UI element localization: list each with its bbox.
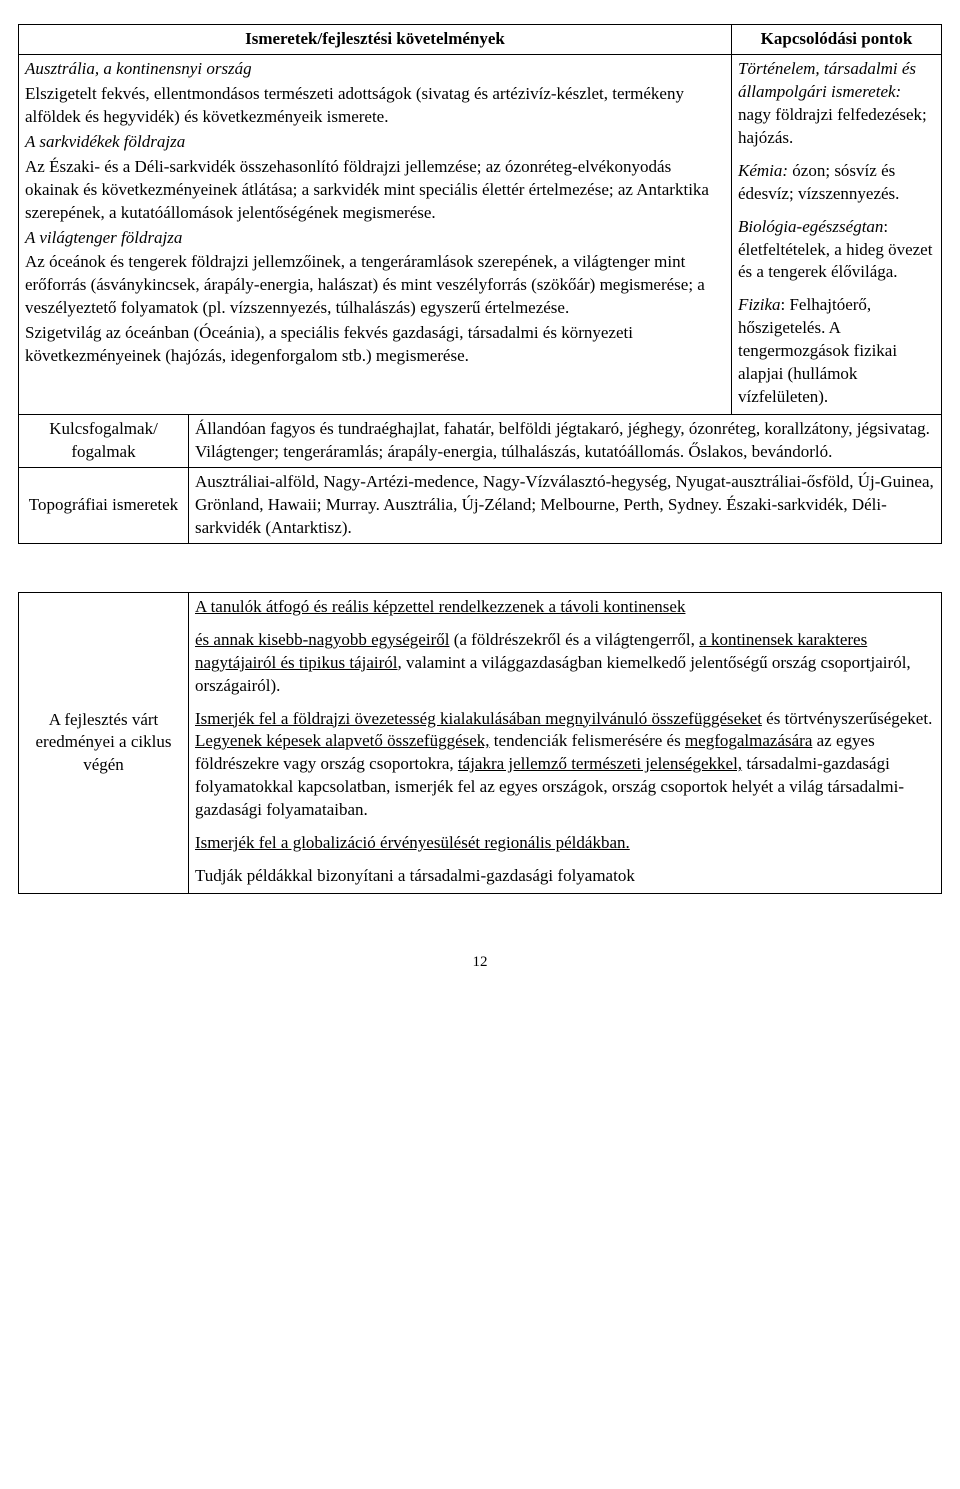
section-title: A világtenger földrajza	[25, 228, 182, 247]
section-text: Az Északi- és a Déli-sarkvidék összehaso…	[25, 156, 725, 225]
related-text: nagy földrajzi felfedezések; hajózás.	[738, 105, 927, 147]
section-text: Az óceánok és tengerek földrajzi jellemz…	[25, 251, 725, 320]
related-title: Történelem, társadalmi és állampolgári i…	[738, 59, 916, 101]
outcomes-label: A fejlesztés várt eredményei a ciklus vé…	[19, 592, 189, 893]
page-number: 12	[18, 954, 942, 971]
plain-text: tendenciák felismerésére és	[490, 731, 685, 750]
section-title: A sarkvidékek földrajza	[25, 132, 185, 151]
plain-text: (a földrészekről és a világtengerről,	[449, 630, 699, 649]
main-content-cell: Ausztrália, a kontinensnyi ország Elszig…	[19, 54, 732, 414]
underlined-text: megfogalmazására	[685, 731, 812, 750]
outcomes-table: A fejlesztés várt eredményei a ciklus vé…	[18, 592, 942, 894]
outcome-paragraph: A tanulók átfogó és reális képzettel ren…	[195, 596, 935, 619]
outcomes-content-cell: A tanulók átfogó és reális képzettel ren…	[189, 592, 942, 893]
related-title: Fizika	[738, 295, 781, 314]
table-row: Topográfiai ismeretek Ausztráliai-alföld…	[19, 467, 942, 543]
section-title: Ausztrália, a kontinensnyi ország	[25, 59, 252, 78]
outcome-paragraph: Ismerjék fel a globalizáció érvényesülés…	[195, 832, 935, 855]
header-left: Ismeretek/fejlesztési követelmények	[19, 25, 732, 55]
header-right: Kapcsolódási pontok	[732, 25, 942, 55]
underlined-text: Ismerjék fel a globalizáció érvényesülés…	[195, 833, 630, 852]
underlined-text: Legyenek képesek alapvető összefüggések,	[195, 731, 490, 750]
outcome-paragraph: Tudják példákkal bizonyítani a társadalm…	[195, 865, 935, 888]
underlined-text: Ismerjék fel a földrajzi övezetesség kia…	[195, 709, 762, 728]
row-text-kulcs: Állandóan fagyos és tundraéghajlat, faha…	[189, 415, 942, 468]
row-label-topo: Topográfiai ismeretek	[19, 467, 189, 543]
related-title: Biológia-egészségtan	[738, 217, 883, 236]
outcome-paragraph: Ismerjék fel a földrajzi övezetesség kia…	[195, 708, 935, 823]
vertical-spacer	[18, 544, 942, 592]
related-title: Kémia:	[738, 161, 788, 180]
table-row: Ismeretek/fejlesztési követelmények Kapc…	[19, 25, 942, 55]
underlined-text: és annak kisebb-nagyobb egységeiről	[195, 630, 449, 649]
plain-text: Tudják példákkal bizonyítani a társadalm…	[195, 866, 635, 885]
plain-text: és törtvényszerűségeket.	[762, 709, 932, 728]
underlined-text: A tanulók átfogó és reális képzettel ren…	[195, 597, 685, 616]
underlined-text: tájakra jellemző természeti jelenségekke…	[458, 754, 742, 773]
table-row: Kulcsfogalmak/ fogalmak Állandóan fagyos…	[19, 415, 942, 468]
related-points-cell: Történelem, társadalmi és állampolgári i…	[732, 54, 942, 414]
table-row: A fejlesztés várt eredményei a ciklus vé…	[19, 592, 942, 893]
section-text: Elszigetelt fekvés, ellentmondásos termé…	[25, 83, 725, 129]
requirements-table: Ismeretek/fejlesztési követelmények Kapc…	[18, 24, 942, 544]
row-label-kulcs: Kulcsfogalmak/ fogalmak	[19, 415, 189, 468]
section-text: Szigetvilág az óceánban (Óceánia), a spe…	[25, 322, 725, 368]
row-text-topo: Ausztráliai-alföld, Nagy-Artézi-medence,…	[189, 467, 942, 543]
outcome-paragraph: és annak kisebb-nagyobb egységeiről (a f…	[195, 629, 935, 698]
table-row: Ausztrália, a kontinensnyi ország Elszig…	[19, 54, 942, 414]
